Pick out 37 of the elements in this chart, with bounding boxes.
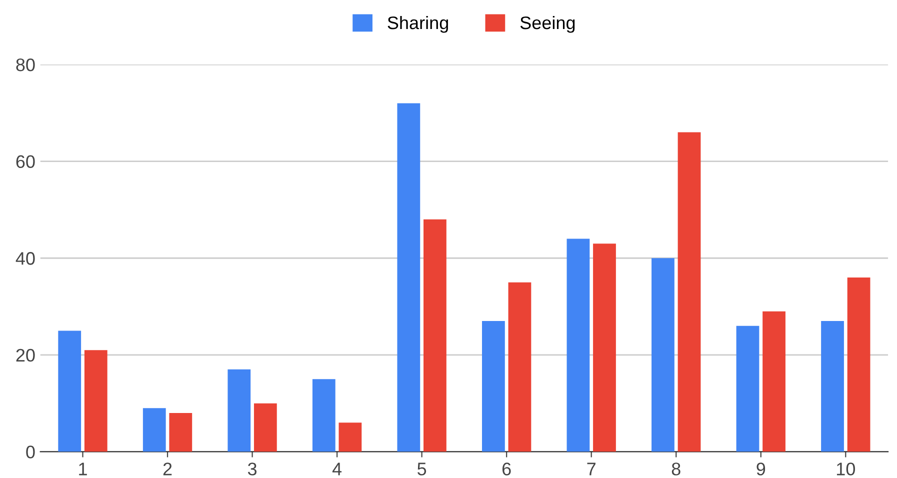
bar [821,321,844,452]
x-tick-label: 4 [332,462,342,476]
x-tick-label: 7 [587,462,596,476]
legend-label: Sharing [388,16,448,33]
bar [228,369,251,452]
x-tick-label: 9 [756,462,766,476]
x-tick-label: 8 [672,462,680,476]
bar [424,219,446,452]
bar [142,408,166,452]
x-tick-label: 2 [163,462,172,476]
bar [736,326,760,452]
x-tick-label: 6 [502,462,511,476]
bar [254,403,277,452]
y-tick-label: 40 [16,252,35,265]
bar [508,282,532,452]
bar [566,238,590,452]
x-tick-label: 3 [248,462,257,476]
bar [58,330,82,452]
bar [678,132,701,452]
bar [593,244,616,452]
legend-label: Seeing [520,16,575,33]
bar [847,277,870,452]
bar [762,311,786,452]
bar [338,422,362,452]
bar [397,103,420,452]
y-tick-label: 60 [16,155,35,168]
x-tick-label: 10 [836,462,855,476]
x-tick-label: 1 [79,462,87,476]
x-tick-label: 5 [418,462,426,476]
bar [312,379,336,452]
y-tick-label: 0 [26,446,35,458]
bar [482,321,505,452]
bar [652,258,674,452]
bar [84,350,108,452]
y-tick-label: 20 [16,348,35,362]
bar [169,412,192,452]
y-tick-label: 80 [16,58,35,72]
